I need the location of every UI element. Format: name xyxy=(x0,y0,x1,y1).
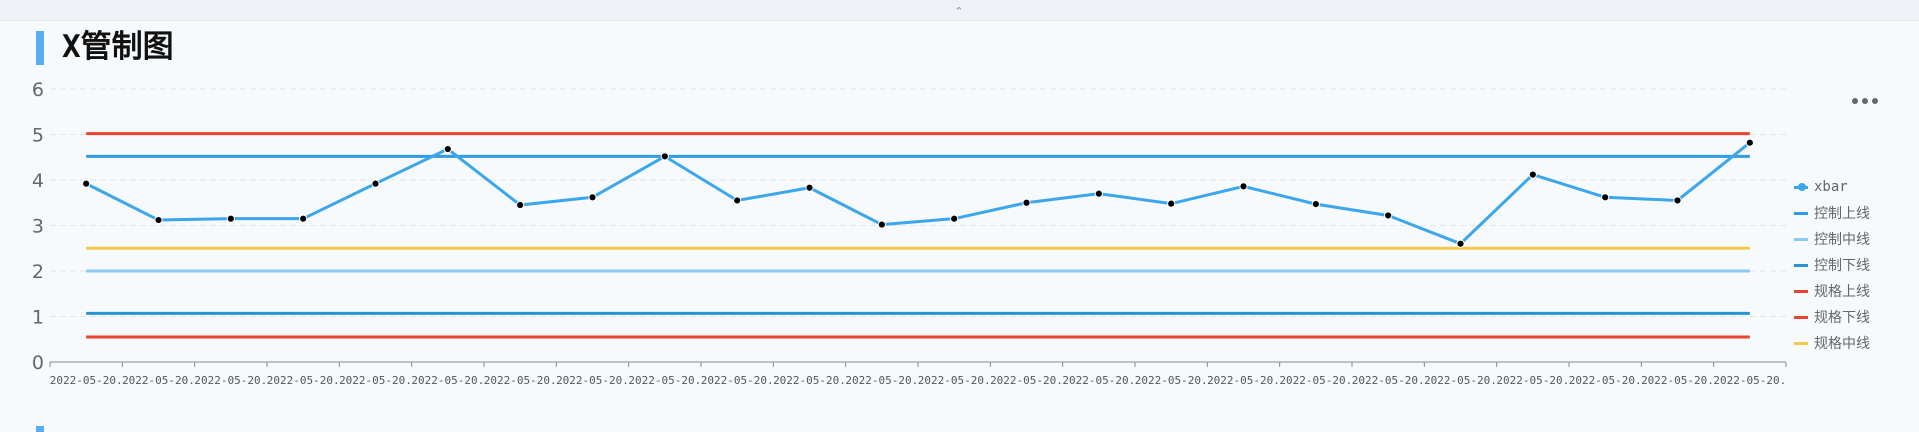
x-tick-label: 2022-05-20. xyxy=(1713,374,1786,387)
legend-swatch xyxy=(1794,211,1808,215)
legend-label: 规格下线 xyxy=(1814,310,1870,326)
legend-label: 规格中线 xyxy=(1814,336,1870,352)
legend-label: 控制中线 xyxy=(1814,232,1870,248)
data-point xyxy=(1456,239,1465,248)
x-tick-label: 2022-05-20. xyxy=(267,374,340,387)
x-tick-label: 2022-05-20. xyxy=(484,374,557,387)
x-tick-label: 2022-05-20. xyxy=(339,374,412,387)
data-point xyxy=(733,196,742,205)
x-tick-label: 2022-05-20. xyxy=(701,374,774,387)
data-point xyxy=(1167,199,1176,208)
data-point xyxy=(1384,211,1393,220)
x-tick-label: 2022-05-20. xyxy=(1135,374,1208,387)
x-tick-label: 2022-05-20. xyxy=(1352,374,1425,387)
x-tick-label: 2022-05-20. xyxy=(845,374,918,387)
legend-item[interactable]: 控制上线 xyxy=(1794,200,1914,226)
data-point xyxy=(1673,196,1682,205)
legend-item[interactable]: xbar xyxy=(1794,174,1914,200)
legend-swatch xyxy=(1794,263,1808,267)
legend-item[interactable]: 控制中线 xyxy=(1794,226,1914,252)
x-tick-label: 2022-05-20. xyxy=(1279,374,1352,387)
x-tick-label: 2022-05-20. xyxy=(1641,374,1714,387)
y-tick-label: 0 xyxy=(32,352,44,374)
x-tick-label: 2022-05-20. xyxy=(50,374,123,387)
y-tick-label: 2 xyxy=(32,261,44,283)
x-tick-label: 2022-05-20. xyxy=(556,374,629,387)
legend-label: 控制上线 xyxy=(1814,206,1870,222)
data-point xyxy=(1094,189,1103,198)
chart-legend: xbar 控制上线控制中线控制下线规格上线规格下线规格中线 xyxy=(1794,174,1914,356)
x-tick-label: 2022-05-20. xyxy=(122,374,195,387)
data-point xyxy=(1528,170,1537,179)
title-accent-bar xyxy=(36,31,44,65)
data-point xyxy=(1022,198,1031,207)
data-point xyxy=(1601,193,1610,202)
legend-swatch xyxy=(1794,237,1808,241)
data-point xyxy=(660,152,669,161)
y-tick-label: 5 xyxy=(32,125,44,147)
x-tick-label: 2022-05-20. xyxy=(773,374,846,387)
data-point xyxy=(588,193,597,202)
x-tick-label: 2022-05-20. xyxy=(1424,374,1497,387)
data-point xyxy=(877,220,886,229)
legend-marker xyxy=(1798,182,1806,191)
more-dots-icon[interactable] xyxy=(1850,94,1880,108)
x-tick-label: 2022-05-20. xyxy=(1207,374,1280,387)
legend-item[interactable]: 规格上线 xyxy=(1794,278,1914,304)
more-dot xyxy=(1872,98,1878,104)
legend-item[interactable]: 控制下线 xyxy=(1794,252,1914,278)
legend-item[interactable]: 规格下线 xyxy=(1794,304,1914,330)
data-point xyxy=(516,200,525,210)
legend-item[interactable]: 规格中线 xyxy=(1794,330,1914,356)
more-dot xyxy=(1862,98,1868,104)
data-point xyxy=(226,214,235,223)
legend-swatch xyxy=(1794,315,1808,319)
x-tick-label: 2022-05-20. xyxy=(1496,374,1569,387)
data-point xyxy=(82,179,91,188)
more-dot xyxy=(1852,98,1858,104)
x-tick-label: 2022-05-20. xyxy=(918,374,991,387)
legend-label: 规格上线 xyxy=(1814,284,1870,300)
legend-label: 控制下线 xyxy=(1814,258,1870,274)
y-tick-label: 6 xyxy=(32,79,44,101)
data-point xyxy=(805,183,814,192)
data-point xyxy=(371,179,380,188)
top-strip xyxy=(0,0,1919,21)
x-tick-label: 2022-05-20. xyxy=(990,374,1063,387)
data-point xyxy=(950,214,959,223)
next-section-accent-bar xyxy=(36,426,44,432)
x-tick-label: 2022-05-20. xyxy=(628,374,701,387)
chevron-up-double-icon[interactable]: ⌃ xyxy=(954,5,964,18)
legend-label: xbar xyxy=(1814,179,1848,195)
data-point xyxy=(1311,200,1320,209)
x-tick-label: 2022-05-20. xyxy=(411,374,484,387)
x-tick-label: 2022-05-20. xyxy=(1569,374,1642,387)
y-tick-label: 3 xyxy=(32,216,44,238)
legend-swatch xyxy=(1794,341,1808,345)
data-point xyxy=(1745,138,1754,147)
series-line-xbar xyxy=(85,141,1751,246)
x-tick-label: 2022-05-20. xyxy=(1062,374,1135,387)
data-point xyxy=(299,214,308,223)
data-point xyxy=(443,144,452,154)
data-point xyxy=(154,215,163,225)
x-tick-label: 2022-05-20. xyxy=(194,374,267,387)
page-title: X管制图 xyxy=(62,29,174,65)
data-point xyxy=(1239,182,1248,191)
y-tick-label: 4 xyxy=(32,170,44,192)
legend-swatch xyxy=(1794,182,1808,191)
legend-swatch xyxy=(1794,289,1808,293)
y-tick-label: 1 xyxy=(32,307,44,329)
